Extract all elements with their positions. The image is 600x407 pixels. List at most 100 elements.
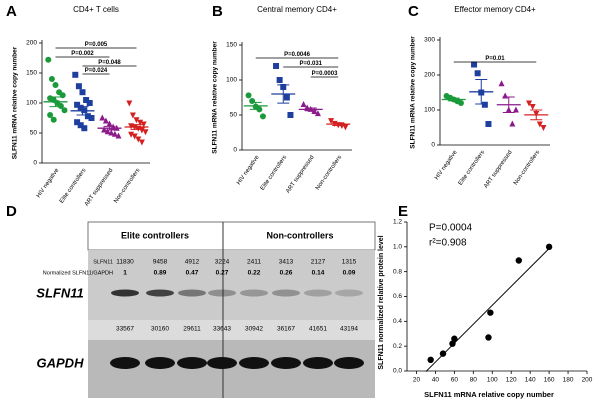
x-tick-label: 20 bbox=[413, 377, 421, 384]
y-tick-label: 50 bbox=[230, 112, 238, 119]
x-tick-label: ART suppressed bbox=[483, 150, 513, 190]
slfn11-band bbox=[272, 289, 300, 297]
y-axis-label: SLFN11 mRNA relative copy number bbox=[212, 41, 219, 154]
sem-bar bbox=[76, 106, 89, 116]
panel-letter: B bbox=[212, 3, 223, 20]
gapdh-band bbox=[271, 357, 301, 369]
point bbox=[129, 112, 136, 119]
row-label: SLFN11 bbox=[93, 259, 113, 265]
point bbox=[138, 139, 145, 146]
sem-bar bbox=[530, 109, 543, 121]
point bbox=[57, 103, 64, 109]
group-header: Elite controllers bbox=[121, 230, 189, 240]
x-tick-label: 200 bbox=[582, 377, 593, 384]
point bbox=[99, 114, 106, 121]
y-tick-label: 0.0 bbox=[393, 368, 402, 375]
point bbox=[276, 77, 283, 83]
cell-value: 9458 bbox=[153, 259, 168, 266]
blot-header bbox=[87, 221, 376, 251]
y-tick-label: 0 bbox=[33, 160, 37, 167]
point bbox=[509, 120, 516, 127]
point bbox=[485, 121, 492, 127]
sem-bar bbox=[249, 101, 262, 110]
cell-value: 30942 bbox=[245, 326, 263, 333]
slfn11-blot bbox=[88, 250, 375, 320]
y-tick-label: 100 bbox=[26, 100, 37, 107]
point bbox=[487, 309, 494, 316]
cell-value: 1 bbox=[123, 270, 127, 277]
p-value: P=0.005 bbox=[85, 42, 108, 48]
point bbox=[471, 61, 478, 68]
point bbox=[72, 71, 79, 78]
point bbox=[88, 115, 95, 121]
cell-value: 0.27 bbox=[216, 270, 229, 277]
gapdh-band bbox=[177, 357, 207, 369]
panel-letter: E bbox=[398, 203, 408, 220]
cell-value: 0.14 bbox=[312, 270, 325, 277]
x-tick-label: 140 bbox=[525, 377, 536, 384]
x-tick-label: HIV negative bbox=[236, 154, 261, 186]
point bbox=[545, 243, 553, 251]
x-tick-label: 60 bbox=[451, 377, 459, 384]
point bbox=[48, 76, 55, 82]
cell-value: 0.47 bbox=[186, 270, 199, 277]
sem-bar bbox=[277, 84, 290, 104]
point bbox=[502, 92, 509, 99]
cell-value: 11830 bbox=[116, 259, 134, 266]
p-value: P=0.031 bbox=[299, 61, 322, 67]
point bbox=[498, 80, 505, 87]
point bbox=[259, 113, 266, 120]
y-tick-label: 1.2 bbox=[393, 219, 402, 226]
point bbox=[526, 100, 533, 107]
gapdh-band bbox=[239, 357, 269, 369]
y-tick-label: 100 bbox=[226, 77, 237, 84]
x-tick-label: 100 bbox=[487, 377, 498, 384]
blot-label: GAPDH bbox=[37, 355, 85, 370]
x-tick-label: Elite controllers bbox=[260, 155, 288, 192]
point bbox=[52, 82, 59, 88]
point bbox=[485, 334, 492, 341]
blot-panel bbox=[87, 221, 376, 398]
slfn11-band bbox=[111, 289, 139, 297]
p-value: P=0.024 bbox=[85, 68, 108, 74]
point bbox=[427, 356, 434, 364]
p-value: P=0.01 bbox=[485, 56, 505, 62]
annotation: P=0.0004 bbox=[429, 223, 473, 234]
cell-value: 1315 bbox=[342, 259, 357, 266]
annotation: r²=0.908 bbox=[429, 238, 467, 249]
y-tick-label: 200 bbox=[26, 40, 37, 47]
y-tick-label: 100 bbox=[424, 107, 435, 114]
point bbox=[142, 129, 149, 136]
p-value: P=0.048 bbox=[98, 60, 121, 66]
panel-letter: A bbox=[6, 3, 17, 20]
x-tick-label: 80 bbox=[470, 377, 478, 384]
point bbox=[128, 131, 135, 138]
blot-label: SLFN11 bbox=[36, 285, 83, 300]
point bbox=[47, 112, 54, 118]
point bbox=[77, 122, 84, 129]
point bbox=[449, 340, 456, 347]
x-tick-label: Non-controllers bbox=[315, 155, 343, 192]
point bbox=[108, 129, 115, 136]
point bbox=[126, 100, 133, 107]
point bbox=[314, 110, 321, 117]
point bbox=[77, 104, 84, 111]
gapdh-band bbox=[334, 357, 364, 369]
x-tick-label: Elite controllers bbox=[59, 168, 87, 205]
y-tick-label: 0.4 bbox=[393, 318, 402, 325]
x-tick-label: HIV negative bbox=[434, 149, 459, 181]
sem-bar bbox=[447, 97, 460, 102]
point bbox=[61, 107, 68, 114]
point bbox=[457, 100, 464, 106]
point bbox=[283, 94, 290, 101]
cell-value: 4912 bbox=[185, 259, 200, 266]
sem-bar bbox=[130, 124, 143, 130]
gapdh-band bbox=[207, 357, 237, 369]
point bbox=[249, 98, 256, 104]
cell-value: 0.26 bbox=[280, 270, 293, 277]
chart-title: Effector memory CD4+ bbox=[454, 5, 536, 14]
y-axis-label: SLFN11 normalized relative protein level bbox=[378, 235, 385, 369]
row-label: Normalized SLFN11/GAPDH bbox=[43, 270, 113, 276]
cell-value: 3413 bbox=[279, 259, 294, 266]
point bbox=[529, 104, 536, 110]
